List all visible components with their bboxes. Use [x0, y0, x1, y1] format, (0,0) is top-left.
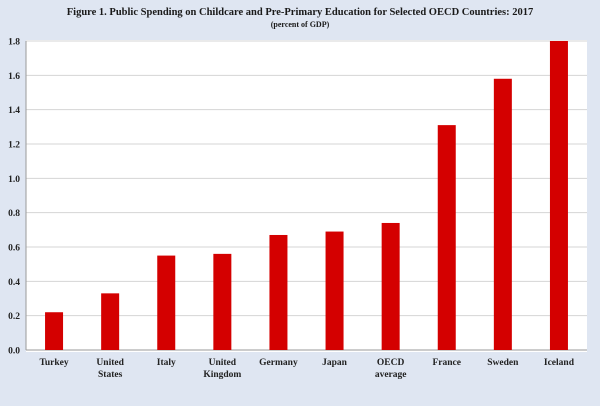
chart-subtitle: (percent of GDP) [271, 20, 330, 29]
x-category-label: Germany [259, 358, 298, 368]
y-tick-label: 0.0 [8, 347, 20, 357]
y-tick-label: 1.6 [8, 72, 20, 82]
bar [437, 125, 456, 350]
y-tick-label: 1.4 [8, 106, 20, 116]
y-tick-label: 0.2 [8, 312, 20, 322]
y-tick-label: 1.2 [8, 141, 20, 151]
bar [45, 312, 64, 350]
bar [157, 255, 176, 350]
x-category-label: Turkey [39, 358, 68, 368]
x-category-label: Sweden [487, 358, 519, 368]
plot-area [26, 40, 587, 352]
bar [269, 234, 288, 350]
chart-title: Figure 1. Public Spending on Childcare a… [67, 7, 533, 18]
bar [101, 293, 120, 350]
bars [45, 41, 568, 351]
bar [493, 78, 512, 351]
x-category-label: Japan [322, 358, 348, 368]
x-category-label: United States [96, 358, 124, 380]
bar [213, 253, 232, 350]
x-axis-categories: Turkey United States Italy United Kingdom Germ… [39, 358, 574, 380]
gridlines [25, 40, 587, 351]
y-tick-label: 0.4 [8, 278, 20, 288]
x-category-label: United Kingdom [203, 358, 241, 380]
bar [325, 231, 344, 350]
y-tick-label: 1.8 [8, 38, 20, 48]
x-category-label: France [433, 358, 462, 368]
y-axis-ticks: 0.0 0.2 0.4 0.6 0.8 1.0 1.2 1.4 1.6 1.8 [8, 38, 20, 357]
y-tick-label: 1.0 [8, 175, 20, 185]
x-category-label: Italy [157, 358, 176, 368]
y-tick-label: 0.8 [8, 209, 20, 219]
bar [549, 41, 568, 350]
bar [381, 222, 400, 350]
y-tick-label: 0.6 [8, 244, 20, 254]
x-category-label: OECD average [375, 358, 407, 380]
x-category-label: Iceland [544, 358, 575, 368]
